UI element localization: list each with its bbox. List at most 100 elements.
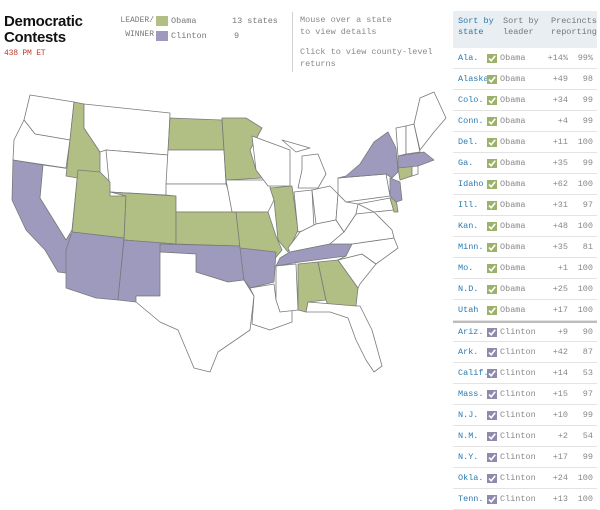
row-state[interactable]: Del. [458,137,479,147]
table-row[interactable]: Alaska Obama +49 98 [453,69,597,90]
state-vermont[interactable] [395,125,407,157]
state-wyoming[interactable] [105,149,169,196]
state-montana[interactable] [83,103,171,156]
row-state[interactable]: Ga. [458,158,474,168]
row-state[interactable]: N.M. [458,431,479,441]
table-row[interactable]: Ark. Clinton +42 87 [453,342,597,363]
sort-by-state[interactable]: Sort by state [453,11,499,48]
row-state[interactable]: Kan. [458,221,479,231]
state-north-dakota[interactable] [167,117,225,151]
row-precincts: 100 [577,305,593,315]
row-precincts: 98 [582,74,593,84]
table-row[interactable]: Del. Obama +11 100 [453,132,597,153]
row-margin: +34 [552,95,568,105]
checkmark-icon [487,410,497,420]
row-state[interactable]: Conn. [458,116,484,126]
state-south-dakota[interactable] [165,149,227,185]
row-state[interactable]: Tenn. [458,494,484,504]
row-state[interactable]: Ark. [458,347,479,357]
table-row[interactable]: Mass. Clinton +15 97 [453,384,597,405]
checkmark-icon [487,473,497,483]
row-leader: Obama [500,95,526,105]
state-arizona[interactable] [65,231,125,301]
row-margin: +14% [547,53,568,63]
table-row[interactable]: Conn. Obama +4 99 [453,111,597,132]
state-kansas[interactable] [175,211,241,247]
row-state[interactable]: Okla. [458,473,484,483]
row-margin: +62 [552,179,568,189]
row-precincts: 97 [582,389,593,399]
state-new-jersey[interactable] [389,177,403,203]
table-row[interactable]: Ala. Obama +14% 99% [453,48,597,69]
row-state[interactable]: N.J. [458,410,479,420]
table-row[interactable]: Mo. Obama +1 100 [453,258,597,279]
state-maine[interactable] [413,91,447,151]
state-texas[interactable] [135,251,255,373]
table-row[interactable]: Kan. Obama +48 100 [453,216,597,237]
row-precincts: 100 [577,494,593,504]
table-row[interactable]: Ariz. Clinton +9 90 [453,321,597,342]
row-state[interactable]: N.D. [458,284,479,294]
state-new-hampshire[interactable] [405,123,421,155]
row-margin: +17 [552,305,568,315]
clinton-swatch [156,31,168,41]
row-state[interactable]: Idaho [458,179,484,189]
table-row[interactable]: Tenn. Clinton +13 100 [453,489,597,510]
state-florida[interactable] [305,301,383,373]
state-louisiana[interactable] [249,283,293,331]
row-state[interactable]: Ala. [458,53,479,63]
row-state[interactable]: Minn. [458,242,484,252]
row-precincts: 99 [582,158,593,168]
state-rhode-island[interactable] [411,165,419,177]
state-mississippi[interactable] [275,263,299,313]
table-row[interactable]: N.D. Obama +25 100 [453,279,597,300]
state-illinois[interactable] [269,185,299,253]
state-arkansas[interactable] [239,247,277,289]
sort-leader-line-2: leader [503,27,534,37]
table-row[interactable]: Ill. Obama +31 97 [453,195,597,216]
table-row[interactable]: N.M. Clinton +2 54 [453,426,597,447]
table-row[interactable]: Minn. Obama +35 81 [453,237,597,258]
us-map[interactable] [0,80,452,423]
table-row[interactable]: N.Y. Clinton +17 99 [453,447,597,468]
row-leader: Obama [500,200,526,210]
state-massachusetts[interactable] [397,151,435,169]
state-pennsylvania[interactable] [337,173,391,203]
row-precincts: 100 [577,221,593,231]
legend-obama-count: 13 states [232,16,278,26]
state-new-york[interactable] [337,131,399,179]
row-state[interactable]: Calif. [458,368,489,378]
state-ohio[interactable] [311,185,339,225]
checkmark-icon [487,179,497,189]
table-row[interactable]: Idaho Obama +62 100 [453,174,597,195]
state-maryland[interactable] [357,197,395,213]
row-state[interactable]: Colo. [458,95,484,105]
checkmark-icon [487,95,497,105]
table-row[interactable]: Colo. Obama +34 99 [453,90,597,111]
row-state[interactable]: Alaska [458,74,489,84]
row-leader: Clinton [500,410,536,420]
obama-swatch [156,16,168,26]
state-wisconsin[interactable] [251,135,291,187]
row-state[interactable]: Ill. [458,200,479,210]
row-precincts: 81 [582,242,593,252]
row-state[interactable]: Mass. [458,389,484,399]
checkmark-icon [487,200,497,210]
results-table: Sort by state Sort by leader Precincts r… [453,11,597,510]
table-row[interactable]: Okla. Clinton +24 100 [453,468,597,489]
row-leader: Clinton [500,494,536,504]
table-row[interactable]: Utah Obama +17 100 [453,300,597,321]
state-nebraska[interactable] [165,183,237,213]
row-state[interactable]: Ariz. [458,327,484,337]
precincts-line-1: Precincts [551,16,597,26]
sort-by-leader[interactable]: Sort by leader [499,11,551,48]
row-state[interactable]: Mo. [458,263,474,273]
row-state[interactable]: N.Y. [458,452,479,462]
row-state[interactable]: Utah [458,305,479,315]
state-indiana[interactable] [293,189,315,233]
table-row[interactable]: Calif. Clinton +14 53 [453,363,597,384]
state-michigan[interactable] [281,139,327,189]
table-row[interactable]: Ga. Obama +35 99 [453,153,597,174]
state-iowa[interactable] [225,179,275,213]
row-leader: Clinton [500,389,536,399]
